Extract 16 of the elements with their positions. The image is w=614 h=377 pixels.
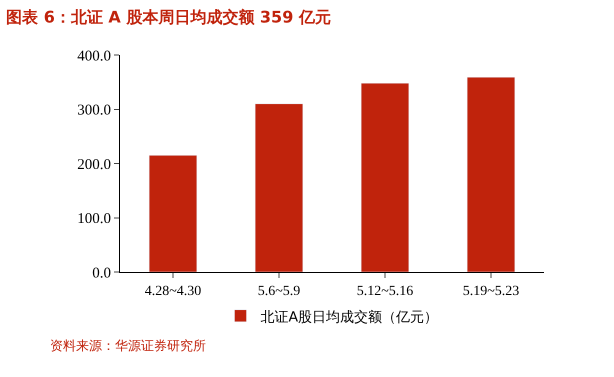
y-tick-label: 200.0 <box>77 156 111 173</box>
y-tick-label: 0.0 <box>92 265 111 282</box>
y-tick-label: 300.0 <box>77 102 111 118</box>
x-tick-label: 5.19~5.23 <box>462 284 520 299</box>
bar <box>254 104 304 272</box>
bar <box>360 82 410 272</box>
chart-title: 图表 6：北证 A 股本周日均成交额 359 亿元 <box>6 8 331 27</box>
bar <box>148 155 198 272</box>
x-tick-label: 5.12~5.16 <box>356 284 414 299</box>
x-tick-label: 4.28~4.30 <box>144 284 202 299</box>
text: 资料来源：华源证券研究所 <box>50 339 206 354</box>
y-tick-label: 400.0 <box>77 48 111 64</box>
bar <box>466 76 516 272</box>
legend-label: 北证A股日均成交额（亿元） <box>260 309 438 326</box>
y-tick-label: 100.0 <box>77 211 111 227</box>
x-tick-label: 5.6~5.9 <box>258 284 300 299</box>
